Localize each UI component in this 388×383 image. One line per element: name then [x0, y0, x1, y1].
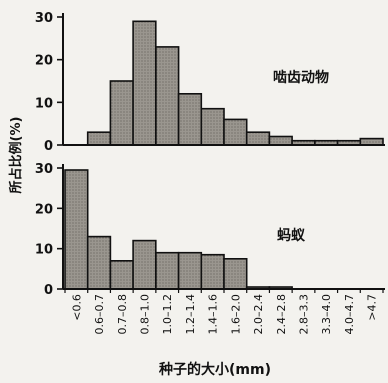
x-axis-label: 种子的大小(mm) — [158, 361, 271, 378]
bar-ants-3 — [132, 239, 157, 290]
x-tick-label-11: 3.3–4.0 — [320, 294, 333, 335]
y-tick-label-ants-20: 20 — [35, 202, 53, 217]
bar-ants-0 — [64, 169, 89, 290]
x-tick-label-13: >4.7 — [366, 294, 379, 321]
x-tick-label-1: 0.6–0.7 — [93, 294, 106, 335]
x-tick-label-9: 2.4–2.8 — [275, 294, 288, 335]
bar-ants-7 — [223, 257, 248, 290]
bar-rodents-8 — [245, 131, 271, 146]
y-tick-label-rodents-10: 10 — [35, 96, 53, 111]
bar-ants-6 — [200, 253, 225, 290]
bar-ants-5 — [177, 251, 203, 290]
bar-rodents-1 — [86, 131, 112, 146]
y-tick-label-rodents-30: 30 — [35, 11, 53, 26]
panel-top-rodents: 0 10 20 30 — [35, 11, 385, 154]
panel-bottom-ants: 0 10 20 30 — [35, 162, 385, 298]
bar-ants-2 — [109, 259, 134, 290]
bar-rodents-2 — [109, 80, 134, 146]
bar-rodents-6 — [200, 107, 225, 146]
y-tick-label-rodents-0: 0 — [44, 139, 53, 154]
x-tick-label-10: 2.8–3.3 — [298, 294, 311, 335]
x-tick-labels: <0.6 0.6–0.7 0.7–0.8 0.8–1.0 1.0–1.2 1.2–1.4 1… — [70, 294, 378, 335]
x-tick-label-12: 4.0–4.7 — [343, 294, 356, 335]
y-tick-label-rodents-20: 20 — [35, 54, 53, 69]
bar-rodents-4 — [155, 46, 180, 146]
panel-title-rodents: 啮齿动物 — [273, 69, 329, 86]
x-tick-label-0: <0.6 — [70, 294, 83, 321]
x-tick-label-3: 0.8–1.0 — [139, 294, 152, 335]
bar-rodents-5 — [177, 93, 203, 146]
bar-ants-1 — [86, 235, 112, 290]
bar-ants-4 — [155, 251, 180, 290]
bar-rodents-7 — [223, 118, 248, 146]
x-tick-label-2: 0.7–0.8 — [116, 294, 129, 335]
y-tick-label-ants-30: 30 — [35, 162, 53, 177]
bar-rodents-9 — [268, 135, 293, 146]
x-tick-label-8: 2.0–2.4 — [252, 294, 265, 335]
panel-title-ants: 蚂蚁 — [277, 227, 306, 244]
y-axis-label: 所占比例(%) — [8, 117, 24, 194]
x-tick-label-7: 1.6–2.0 — [229, 294, 242, 335]
y-tick-label-ants-10: 10 — [35, 243, 53, 258]
x-tick-label-5: 1.2–1.4 — [184, 294, 197, 335]
x-tick-label-6: 1.4–1.6 — [207, 294, 220, 335]
bar-rodents-3 — [132, 20, 157, 146]
y-tick-label-ants-0: 0 — [44, 283, 53, 298]
x-tick-label-4: 1.0–1.2 — [161, 294, 174, 335]
